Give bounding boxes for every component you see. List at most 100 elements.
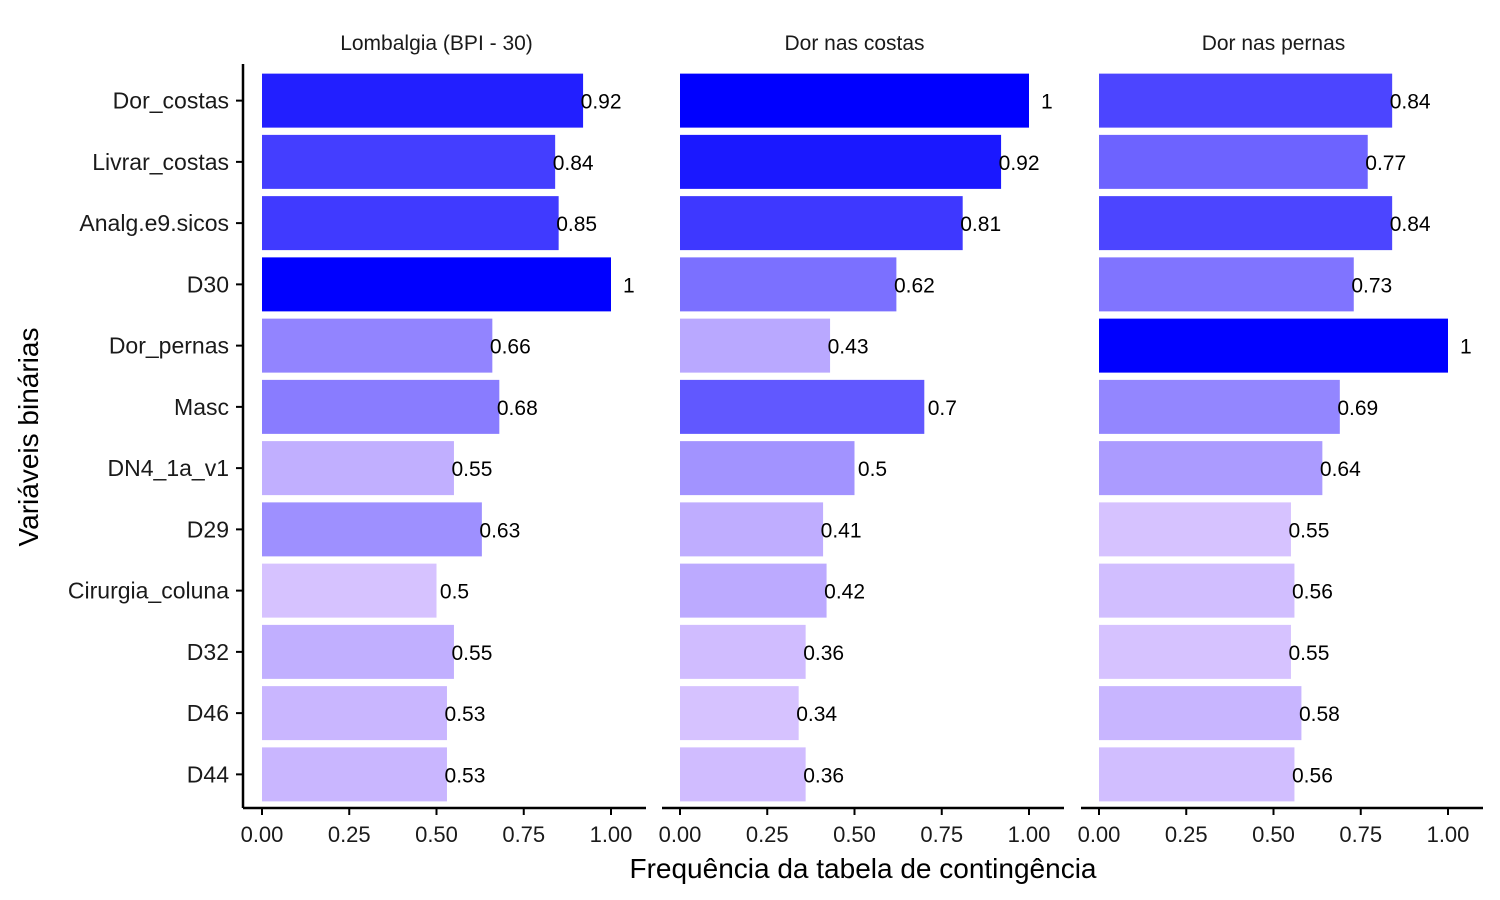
bar-Masc bbox=[680, 379, 925, 434]
value-label: 0.53 bbox=[445, 703, 486, 726]
value-label: 0.84 bbox=[553, 152, 594, 175]
bar-Dor_costas bbox=[262, 73, 584, 128]
value-label: 0.55 bbox=[452, 458, 493, 481]
value-label: 0.36 bbox=[803, 642, 844, 665]
value-label: 0.5 bbox=[858, 458, 887, 481]
panel-1: 0.92 0.84 0.85 1 0.66 0.68 0.55 0.63 0.5 0.55 0.53… bbox=[241, 73, 646, 847]
value-label: 0.63 bbox=[479, 519, 520, 542]
bar-D32 bbox=[680, 624, 806, 679]
x-tick-label: 0.50 bbox=[415, 822, 458, 847]
facet-title-3: Dor nas pernas bbox=[1202, 32, 1346, 55]
value-label: 0.56 bbox=[1292, 581, 1333, 604]
value-label: 0.62 bbox=[894, 274, 935, 297]
bar-D46 bbox=[262, 686, 447, 741]
bar-D44 bbox=[1099, 747, 1295, 802]
x-tick-label: 1.00 bbox=[1008, 822, 1051, 847]
category-label-6: Masc bbox=[174, 394, 229, 420]
value-label: 0.85 bbox=[556, 213, 597, 236]
bar-DN4_1a_v1 bbox=[262, 441, 454, 496]
bar-DN4_1a_v1 bbox=[680, 441, 855, 496]
bar-Dor_costas bbox=[680, 73, 1029, 128]
value-label: 0.68 bbox=[497, 397, 538, 420]
value-label: 1 bbox=[1041, 91, 1053, 114]
category-label-7: DN4_1a_v1 bbox=[108, 455, 229, 481]
category-label-9: Cirurgia_coluna bbox=[68, 578, 229, 604]
bar-Dor_pernas bbox=[1099, 318, 1448, 373]
value-label: 0.77 bbox=[1365, 152, 1406, 175]
value-label: 0.66 bbox=[490, 336, 531, 359]
category-label-10: D32 bbox=[187, 639, 229, 665]
value-label: 0.92 bbox=[999, 152, 1040, 175]
value-label: 0.84 bbox=[1390, 91, 1431, 114]
value-label: 0.84 bbox=[1390, 213, 1431, 236]
bar-D29 bbox=[262, 502, 482, 557]
bar-Cirurgia_coluna bbox=[1099, 563, 1295, 618]
value-label: 0.69 bbox=[1337, 397, 1378, 420]
x-tick-label: 0.00 bbox=[241, 822, 284, 847]
value-label: 0.5 bbox=[440, 581, 469, 604]
x-tick-label: 0.75 bbox=[1339, 822, 1382, 847]
bar-Dor_costas bbox=[1099, 73, 1393, 128]
category-label-3: Analg.e9.sicos bbox=[79, 210, 229, 236]
bar-Dor_pernas bbox=[262, 318, 493, 373]
value-label: 0.34 bbox=[796, 703, 837, 726]
x-tick-label: 0.75 bbox=[920, 822, 963, 847]
value-label: 0.42 bbox=[824, 581, 865, 604]
value-label: 0.92 bbox=[581, 91, 622, 114]
bar-Analg.e9.sicos bbox=[262, 196, 559, 251]
bar-D30 bbox=[262, 257, 611, 312]
value-label: 0.43 bbox=[828, 336, 869, 359]
value-label: 1 bbox=[623, 274, 635, 297]
x-tick-label: 0.25 bbox=[746, 822, 789, 847]
facet-titles: Lombalgia (BPI - 30) Dor nas costas Dor na… bbox=[340, 32, 1345, 55]
bar-Livrar_costas bbox=[680, 134, 1002, 189]
bar-D46 bbox=[1099, 686, 1302, 741]
bar-D32 bbox=[262, 624, 454, 679]
bar-D44 bbox=[262, 747, 447, 802]
bar-Masc bbox=[1099, 379, 1340, 434]
bar-Cirurgia_coluna bbox=[680, 563, 827, 618]
bar-D30 bbox=[1099, 257, 1354, 312]
x-tick-label: 0.50 bbox=[1252, 822, 1295, 847]
bar-Masc bbox=[262, 379, 500, 434]
x-tick-label: 1.00 bbox=[590, 822, 633, 847]
value-label: 0.36 bbox=[803, 764, 844, 787]
value-label: 0.53 bbox=[445, 764, 486, 787]
y-axis-title: Variáveis binárias bbox=[13, 328, 44, 547]
bar-Cirurgia_coluna bbox=[262, 563, 437, 618]
facet-title-2: Dor nas costas bbox=[784, 32, 924, 55]
panels: 0.92 0.84 0.85 1 0.66 0.68 0.55 0.63 0.5 0.55 0.53… bbox=[241, 73, 1483, 847]
category-label-1: Dor_costas bbox=[113, 88, 229, 114]
value-label: 0.81 bbox=[960, 213, 1001, 236]
value-label: 0.58 bbox=[1299, 703, 1340, 726]
bar-Dor_pernas bbox=[680, 318, 831, 373]
bar-DN4_1a_v1 bbox=[1099, 441, 1323, 496]
y-axis: Dor_costas Livrar_costas Analg.e9.sicos D30… bbox=[68, 64, 245, 808]
x-tick-label: 0.50 bbox=[833, 822, 876, 847]
category-label-11: D46 bbox=[187, 700, 229, 726]
bar-Analg.e9.sicos bbox=[680, 196, 963, 251]
bar-D29 bbox=[680, 502, 824, 557]
category-label-2: Livrar_costas bbox=[92, 149, 229, 175]
panel-2: 1 0.92 0.81 0.62 0.43 0.7 0.5 0.41 0.42 0.36 0.34 0… bbox=[659, 73, 1064, 847]
x-tick-label: 0.25 bbox=[1165, 822, 1208, 847]
value-label: 0.55 bbox=[1289, 642, 1330, 665]
x-tick-label: 0.75 bbox=[502, 822, 545, 847]
x-axis-title: Frequência da tabela de contingência bbox=[629, 853, 1096, 884]
category-label-12: D44 bbox=[187, 761, 229, 787]
value-label: 0.64 bbox=[1320, 458, 1361, 481]
panel-3: 0.84 0.77 0.84 0.73 1 0.69 0.64 0.55 0.56 0.55 0.5… bbox=[1078, 73, 1483, 847]
bar-D46 bbox=[680, 686, 799, 741]
x-tick-label: 0.25 bbox=[328, 822, 371, 847]
value-label: 0.55 bbox=[1289, 519, 1330, 542]
bar-Livrar_costas bbox=[1099, 134, 1368, 189]
x-tick-label: 0.00 bbox=[1078, 822, 1121, 847]
bar-Livrar_costas bbox=[262, 134, 556, 189]
bar-D32 bbox=[1099, 624, 1291, 679]
bar-D29 bbox=[1099, 502, 1291, 557]
category-label-5: Dor_pernas bbox=[109, 333, 229, 359]
bar-Analg.e9.sicos bbox=[1099, 196, 1393, 251]
bar-D44 bbox=[680, 747, 806, 802]
category-label-8: D29 bbox=[187, 516, 229, 542]
